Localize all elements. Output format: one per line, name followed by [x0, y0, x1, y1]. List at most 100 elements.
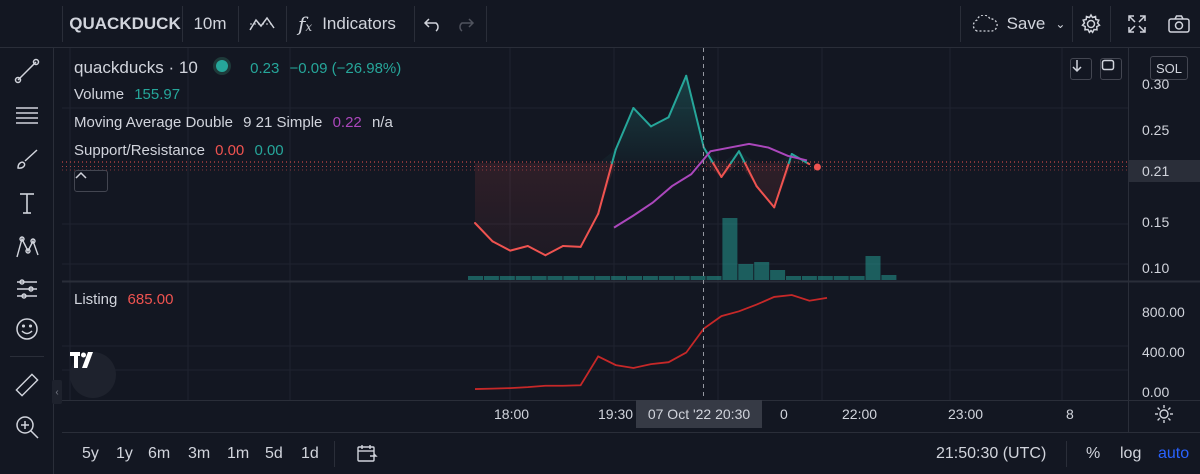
- listing-value: 685.00: [127, 291, 174, 308]
- interval-button[interactable]: 10m: [193, 14, 227, 33]
- price-segment: [597, 162, 614, 215]
- save-button[interactable]: Save ⌄: [966, 0, 1068, 48]
- utc-clock[interactable]: 21:50:30 (UTC): [936, 445, 1047, 462]
- volume-bar: [642, 276, 658, 280]
- price-segment: [544, 245, 564, 257]
- below-baseline-fill: [475, 48, 810, 256]
- main-legend: quackducks · 10 0.23 −0.09 (−26.98%): [74, 58, 407, 78]
- chart-type-icon[interactable]: [244, 0, 280, 48]
- listing-tick: 800.00: [1142, 304, 1185, 320]
- sr-name: Support/Resistance: [74, 142, 205, 159]
- time-tick: 23:00: [948, 406, 984, 422]
- volume-bar: [579, 276, 595, 280]
- price-tick: 0.30: [1142, 76, 1170, 92]
- price-segment: [611, 148, 617, 165]
- currency-badge[interactable]: SOL: [1150, 56, 1188, 80]
- text-icon[interactable]: [8, 184, 46, 222]
- top-toolbar: QUACKDUCK 10m fx Indicators Save ⌄: [0, 0, 1200, 48]
- fullscreen-icon[interactable]: [1122, 0, 1152, 48]
- last-price: 0.23: [250, 60, 280, 77]
- price-tick: 0.25: [1142, 122, 1170, 138]
- time-tick: 8: [1066, 406, 1074, 422]
- volume-bar: [881, 275, 897, 280]
- listing-tick: 400.00: [1142, 344, 1185, 360]
- price-segment: [729, 150, 740, 165]
- series-name: quackducks · 10: [74, 58, 198, 77]
- volume-bar: [833, 276, 849, 280]
- volume-bar: [674, 276, 690, 280]
- range-5y[interactable]: 5y: [82, 445, 99, 462]
- range-1y[interactable]: 1y: [116, 445, 133, 462]
- auto-scale-button[interactable]: auto: [1158, 445, 1190, 462]
- price-segment: [579, 212, 600, 248]
- volume-bar: [738, 264, 754, 280]
- time-tick: 22:00: [842, 406, 878, 422]
- price-segment: [787, 153, 793, 165]
- volume-value: 155.97: [134, 86, 181, 103]
- function-icon: fx: [298, 12, 313, 36]
- price-segment: [562, 245, 582, 248]
- range-1m[interactable]: 1m: [227, 445, 250, 462]
- redo-icon[interactable]: [452, 0, 478, 48]
- range-1d[interactable]: 1d: [301, 445, 319, 462]
- price-segment: [773, 162, 790, 209]
- price-segment: [526, 245, 547, 257]
- volume-bar: [499, 276, 515, 280]
- horizontal-lines-icon[interactable]: [8, 96, 46, 134]
- log-scale-button[interactable]: log: [1120, 445, 1142, 462]
- range-3m[interactable]: 3m: [188, 445, 211, 462]
- volume-bar: [786, 276, 801, 280]
- collapse-toolbar-button[interactable]: ‹: [52, 380, 62, 404]
- sr-legend[interactable]: Support/Resistance 0.00 0.00: [74, 142, 290, 159]
- gear-icon[interactable]: [1076, 0, 1106, 48]
- price-change: −0.09 (−26.98%): [289, 60, 402, 77]
- ma-legend[interactable]: Moving Average Double 9 21 Simple 0.22 n…: [74, 114, 399, 131]
- undo-icon[interactable]: [420, 0, 446, 48]
- volume-bar: [865, 256, 881, 280]
- collapse-legend-button[interactable]: [74, 170, 108, 192]
- ma-value: 0.22: [332, 114, 362, 131]
- trend-line-icon[interactable]: [8, 52, 46, 90]
- price-series: [474, 74, 811, 257]
- status-dot-icon[interactable]: [215, 60, 228, 72]
- price-segment: [702, 146, 715, 165]
- calendar-icon[interactable]: [356, 433, 378, 474]
- sr-value-2: 0.00: [254, 142, 284, 159]
- price-segment: [632, 107, 652, 128]
- smiley-icon[interactable]: [8, 310, 46, 348]
- volume-legend[interactable]: Volume 155.97: [74, 86, 186, 103]
- volume-bar: [770, 270, 786, 280]
- arrow-down-icon[interactable]: [1070, 58, 1092, 80]
- tradingview-logo[interactable]: [70, 352, 116, 398]
- drawing-toolbar: [0, 0, 54, 474]
- listing-legend[interactable]: Listing 685.00: [74, 291, 179, 308]
- ma-name: Moving Average Double: [74, 114, 233, 131]
- volume-bar: [563, 276, 579, 280]
- percent-scale-button[interactable]: %: [1086, 445, 1101, 462]
- chart-area[interactable]: quackducks · 10 0.23 −0.09 (−26.98%) Vol…: [62, 48, 1200, 432]
- forecast-icon[interactable]: [8, 270, 46, 308]
- volume-bar: [611, 276, 627, 280]
- indicators-button[interactable]: fx Indicators: [292, 0, 412, 48]
- listing-tick: 0.00: [1142, 384, 1170, 400]
- range-6m[interactable]: 6m: [148, 445, 171, 462]
- maximize-pane-icon[interactable]: [1100, 58, 1122, 80]
- zoom-in-icon[interactable]: [8, 408, 46, 446]
- time-tick: 18:00: [494, 406, 530, 422]
- indicators-label: Indicators: [322, 14, 396, 33]
- camera-icon[interactable]: [1164, 0, 1194, 48]
- symbol-search-button[interactable]: QUACKDUCK: [69, 14, 181, 33]
- volume-bar: [801, 276, 817, 280]
- price-segment: [474, 222, 494, 243]
- brush-icon[interactable]: [8, 140, 46, 178]
- pattern-icon[interactable]: [8, 228, 46, 266]
- price-segment: [744, 162, 758, 188]
- sun-icon[interactable]: [1154, 404, 1178, 428]
- price-segment: [614, 107, 635, 151]
- last-price-marker: [813, 163, 821, 171]
- ruler-icon[interactable]: [8, 366, 46, 404]
- range-5d[interactable]: 5d: [265, 445, 283, 462]
- time-tick: 19:30: [598, 406, 634, 422]
- time-tick: 0: [780, 406, 788, 422]
- price-tick: 0.10: [1142, 260, 1170, 276]
